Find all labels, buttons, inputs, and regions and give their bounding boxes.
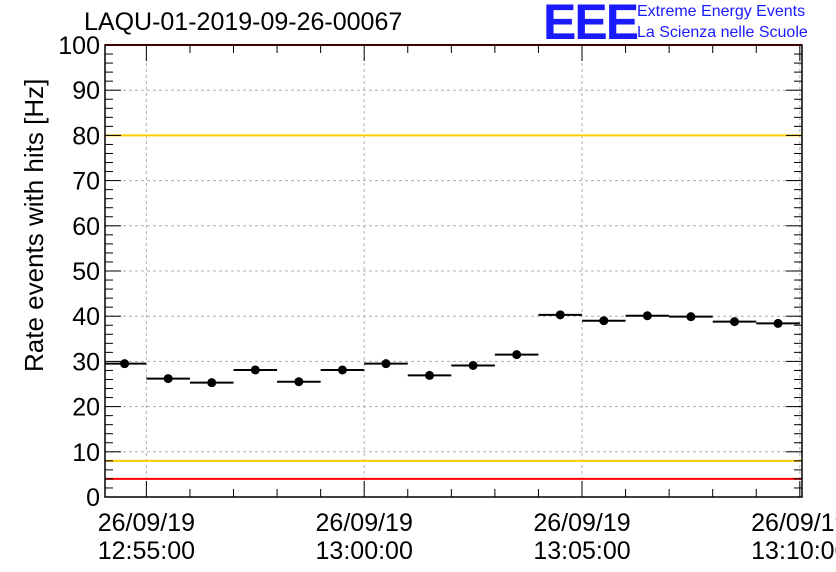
y-tick-label: 60: [72, 213, 100, 241]
data-point: [425, 370, 435, 380]
x-tick-label-date: 26/09/19: [316, 509, 413, 537]
x-tick-label-date: 26/09/19: [98, 509, 195, 537]
chart-title: LAQU-01-2019-09-26-00067: [84, 8, 403, 36]
x-tick-label-time: 13:10:00: [751, 537, 836, 565]
y-tick-label: 100: [58, 32, 100, 60]
y-tick-label: 30: [72, 348, 100, 376]
axis-ticks: [105, 44, 802, 498]
x-tick-label-time: 13:05:00: [533, 537, 630, 565]
data-point: [163, 374, 173, 384]
data-point: [468, 360, 478, 370]
y-axis-label: Rate events with hits [Hz]: [19, 78, 49, 372]
y-tick-label: 90: [72, 77, 100, 105]
data-point: [250, 365, 260, 375]
data-point: [729, 317, 739, 327]
data-point: [294, 377, 304, 387]
x-tick-label-time: 13:00:00: [316, 537, 413, 565]
y-tick-label: 70: [72, 168, 100, 196]
tick-labels: 010203040506070809010026/09/1912:55:0026…: [58, 32, 836, 565]
y-tick-label: 50: [72, 258, 100, 286]
data-point: [512, 350, 522, 360]
x-tick-label-date: 26/09/19: [751, 509, 836, 537]
y-tick-label: 40: [72, 303, 100, 331]
data-point: [337, 365, 347, 375]
x-tick-label-time: 12:55:00: [98, 537, 195, 565]
data-point: [120, 359, 130, 369]
data-points: [105, 310, 800, 388]
eee-logo: EEE Extreme Energy Events La Scienza nel…: [543, 0, 833, 50]
data-point: [555, 310, 565, 320]
reference-lines: [105, 44, 802, 480]
y-tick-label: 10: [72, 439, 100, 467]
data-point: [381, 359, 391, 369]
data-point: [599, 316, 609, 326]
grid-lines: [105, 45, 802, 497]
y-tick-label: 0: [86, 484, 100, 512]
x-tick-label-date: 26/09/19: [533, 509, 630, 537]
eee-logo-letters: EEE: [543, 0, 639, 50]
eee-logo-line1: Extreme Energy Events: [637, 3, 806, 20]
y-tick-label: 80: [72, 122, 100, 150]
data-point: [686, 312, 696, 322]
y-tick-label: 20: [72, 394, 100, 422]
data-point: [773, 318, 783, 328]
eee-logo-line2: La Scienza nelle Scuole: [637, 24, 808, 41]
data-point: [207, 378, 217, 388]
data-point: [642, 311, 652, 321]
